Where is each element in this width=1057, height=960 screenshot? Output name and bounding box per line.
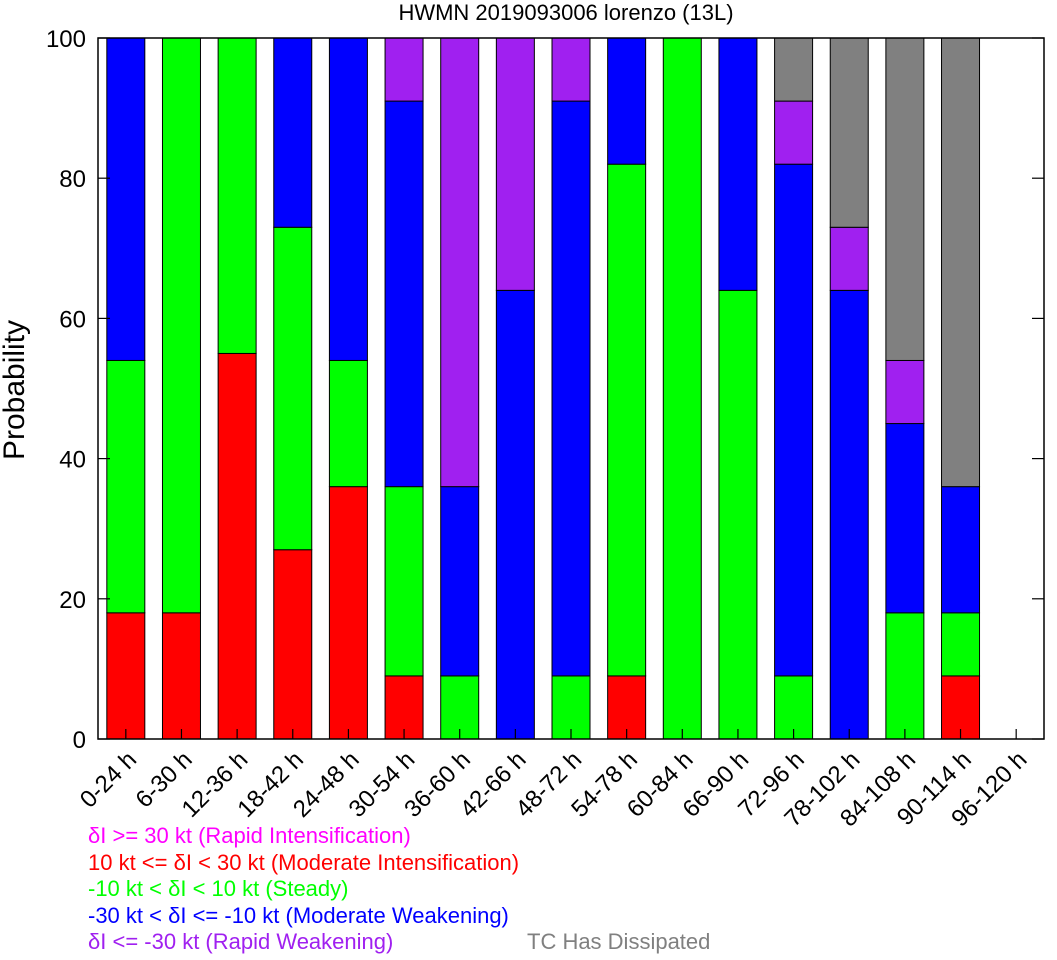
bar-segment-rw-8 xyxy=(551,37,591,102)
bar-segment-mi-0 xyxy=(106,612,146,740)
x-tick-labels: 0-24 h6-30 h12-36 h18-42 h24-48 h30-54 h… xyxy=(75,746,1033,832)
bar-segment-mw-9 xyxy=(607,37,647,165)
bar-segment-st-9 xyxy=(607,163,647,677)
bar-segment-st-2 xyxy=(217,37,257,354)
bar-segment-rw-14 xyxy=(885,359,925,425)
axes-layer xyxy=(97,37,1045,740)
bar-segment-mw-11 xyxy=(718,37,758,291)
bar-segment-mi-15 xyxy=(941,675,981,740)
legend-moderate-intensification: 10 kt <= δI < 30 kt (Moderate Intensific… xyxy=(88,850,520,875)
bar-segment-mw-4 xyxy=(328,37,368,361)
bar-segment-mw-14 xyxy=(885,423,925,614)
bar-segment-mi-9 xyxy=(607,675,647,740)
legend-moderate-weakening: -30 kt < δI <= -10 kt (Moderate Weakenin… xyxy=(88,903,509,928)
legend-rapid-weakening: δI <= -30 kt (Rapid Weakening) xyxy=(88,929,394,954)
bar-segment-rw-6 xyxy=(440,37,480,488)
y-tick-label: 60 xyxy=(59,306,86,333)
bar-segment-st-3 xyxy=(273,226,313,551)
chart-title: HWMN 2019093006 lorenzo (13L) xyxy=(398,0,733,25)
bar-segment-mi-4 xyxy=(328,486,368,740)
bar-segment-dis-14 xyxy=(885,37,925,361)
bar-segment-rw-5 xyxy=(384,37,424,102)
bar-segment-st-6 xyxy=(440,675,480,740)
bar-segment-rw-13 xyxy=(829,226,869,291)
y-tick-labels: 0 20 40 60 80 100 xyxy=(46,26,86,754)
bar-segment-rw-7 xyxy=(495,37,535,291)
bar-segment-mi-3 xyxy=(273,549,313,740)
bar-segment-dis-12 xyxy=(774,37,814,102)
y-tick-label: 80 xyxy=(59,166,86,193)
y-tick-label: 0 xyxy=(73,727,86,754)
bar-segment-st-1 xyxy=(161,37,201,614)
y-tick-label: 20 xyxy=(59,587,86,614)
bar-segment-mw-6 xyxy=(440,486,480,677)
bar-segment-st-11 xyxy=(718,289,758,740)
x-tick-label: 0-24 h xyxy=(75,746,142,813)
legend-rapid-intensification: δI >= 30 kt (Rapid Intensification) xyxy=(88,823,411,848)
bar-segment-mi-1 xyxy=(161,612,201,740)
bar-segment-mw-3 xyxy=(273,37,313,228)
bar-segment-mi-5 xyxy=(384,675,424,740)
bars-layer xyxy=(106,37,981,740)
bar-segment-mw-12 xyxy=(774,163,814,677)
bar-segment-dis-13 xyxy=(829,37,869,228)
legend-dissipated: TC Has Dissipated xyxy=(527,929,711,954)
legend-steady: -10 kt < δI < 10 kt (Steady) xyxy=(88,876,349,901)
bar-segment-mw-13 xyxy=(829,289,869,740)
bar-segment-st-4 xyxy=(328,359,368,488)
bar-segment-st-14 xyxy=(885,612,925,740)
y-tick-label: 40 xyxy=(59,447,86,474)
bar-segment-st-5 xyxy=(384,486,424,677)
bar-segment-rw-12 xyxy=(774,100,814,165)
bar-segment-mw-15 xyxy=(941,486,981,614)
y-axis-label: Probability xyxy=(0,320,31,460)
bar-segment-mw-8 xyxy=(551,100,591,677)
bar-segment-mw-0 xyxy=(106,37,146,361)
bar-segment-mw-5 xyxy=(384,100,424,488)
bar-segment-dis-15 xyxy=(941,37,981,488)
bar-segment-st-10 xyxy=(662,37,702,740)
bar-segment-mw-7 xyxy=(495,289,535,740)
y-tick-label: 100 xyxy=(46,26,86,53)
bar-segment-st-15 xyxy=(941,612,981,677)
bar-segment-st-0 xyxy=(106,359,146,614)
bar-segment-mi-2 xyxy=(217,352,257,740)
